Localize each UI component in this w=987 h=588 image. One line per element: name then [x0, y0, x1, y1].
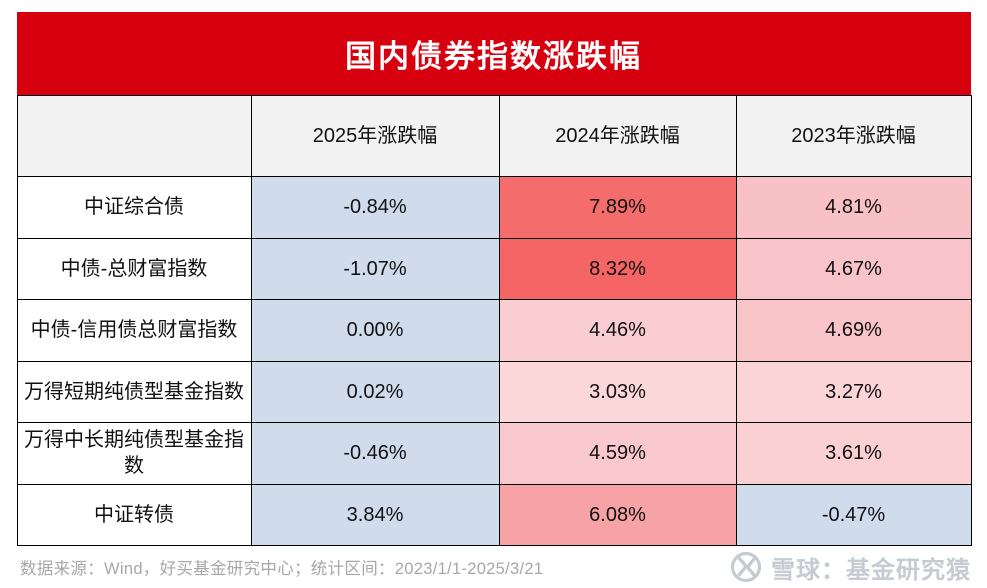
cell-value: 3.61% — [735, 422, 972, 485]
cell-value: 4.59% — [498, 422, 737, 485]
table-header-row: 2025年涨跌幅 2024年涨跌幅 2023年涨跌幅 — [16, 95, 972, 177]
row-label: 中证转债 — [16, 483, 252, 546]
title-banner: 国内债券指数涨跌幅 — [16, 12, 971, 95]
header-cell-index-name — [16, 95, 252, 177]
row-label: 万得中长期纯债型基金指数 — [16, 422, 252, 485]
row-label: 万得短期纯债型基金指数 — [16, 360, 252, 423]
cell-value: 7.89% — [498, 176, 737, 239]
table-row: 中债-总财富指数 -1.07% 8.32% 4.67% — [16, 237, 972, 300]
xueqiu-logo-icon — [730, 551, 762, 583]
footer: 数据来源：Wind，好买基金研究中心；统计区间：2023/1/1-2025/3/… — [0, 546, 987, 588]
cell-value: 4.69% — [735, 299, 972, 362]
watermark-text: 雪球：基金研究猿 — [771, 556, 971, 584]
table-row: 万得中长期纯债型基金指数 -0.46% 4.59% 3.61% — [16, 422, 972, 485]
content-area: 国内债券指数涨跌幅 2025年涨跌幅 2024年涨跌幅 2023年涨跌幅 中证综… — [16, 12, 972, 546]
table-row: 中证转债 3.84% 6.08% -0.47% — [16, 483, 972, 546]
header-cell-2024: 2024年涨跌幅 — [498, 95, 737, 177]
cell-value: 4.46% — [498, 299, 737, 362]
cell-value: 8.32% — [498, 237, 737, 300]
page-title: 国内债券指数涨跌幅 — [345, 39, 642, 74]
table-row: 中证综合债 -0.84% 7.89% 4.81% — [16, 176, 972, 239]
returns-table: 2025年涨跌幅 2024年涨跌幅 2023年涨跌幅 中证综合债 -0.84% … — [16, 95, 972, 546]
cell-value: 0.00% — [250, 299, 500, 362]
cell-value: -1.07% — [250, 237, 500, 300]
header-cell-2025: 2025年涨跌幅 — [250, 95, 500, 177]
table-row: 中债-信用债总财富指数 0.00% 4.46% 4.69% — [16, 299, 972, 362]
row-label: 中证综合债 — [16, 176, 252, 239]
data-source-note: 数据来源：Wind，好买基金研究中心；统计区间：2023/1/1-2025/3/… — [20, 560, 544, 578]
cell-value: 4.81% — [735, 176, 972, 239]
table-row: 万得短期纯债型基金指数 0.02% 3.03% 3.27% — [16, 360, 972, 423]
cell-value: 3.03% — [498, 360, 737, 423]
cell-value: -0.46% — [250, 422, 500, 485]
cell-value: 3.27% — [735, 360, 972, 423]
cell-value: -0.47% — [735, 483, 972, 546]
cell-value: 6.08% — [498, 483, 737, 546]
row-label: 中债-总财富指数 — [16, 237, 252, 300]
row-label: 中债-信用债总财富指数 — [16, 299, 252, 362]
cell-value: 3.84% — [250, 483, 500, 546]
header-cell-2023: 2023年涨跌幅 — [735, 95, 972, 177]
cell-value: 4.67% — [735, 237, 972, 300]
watermark: 雪球：基金研究猿 — [729, 550, 971, 585]
cell-value: 0.02% — [250, 360, 500, 423]
cell-value: -0.84% — [250, 176, 500, 239]
